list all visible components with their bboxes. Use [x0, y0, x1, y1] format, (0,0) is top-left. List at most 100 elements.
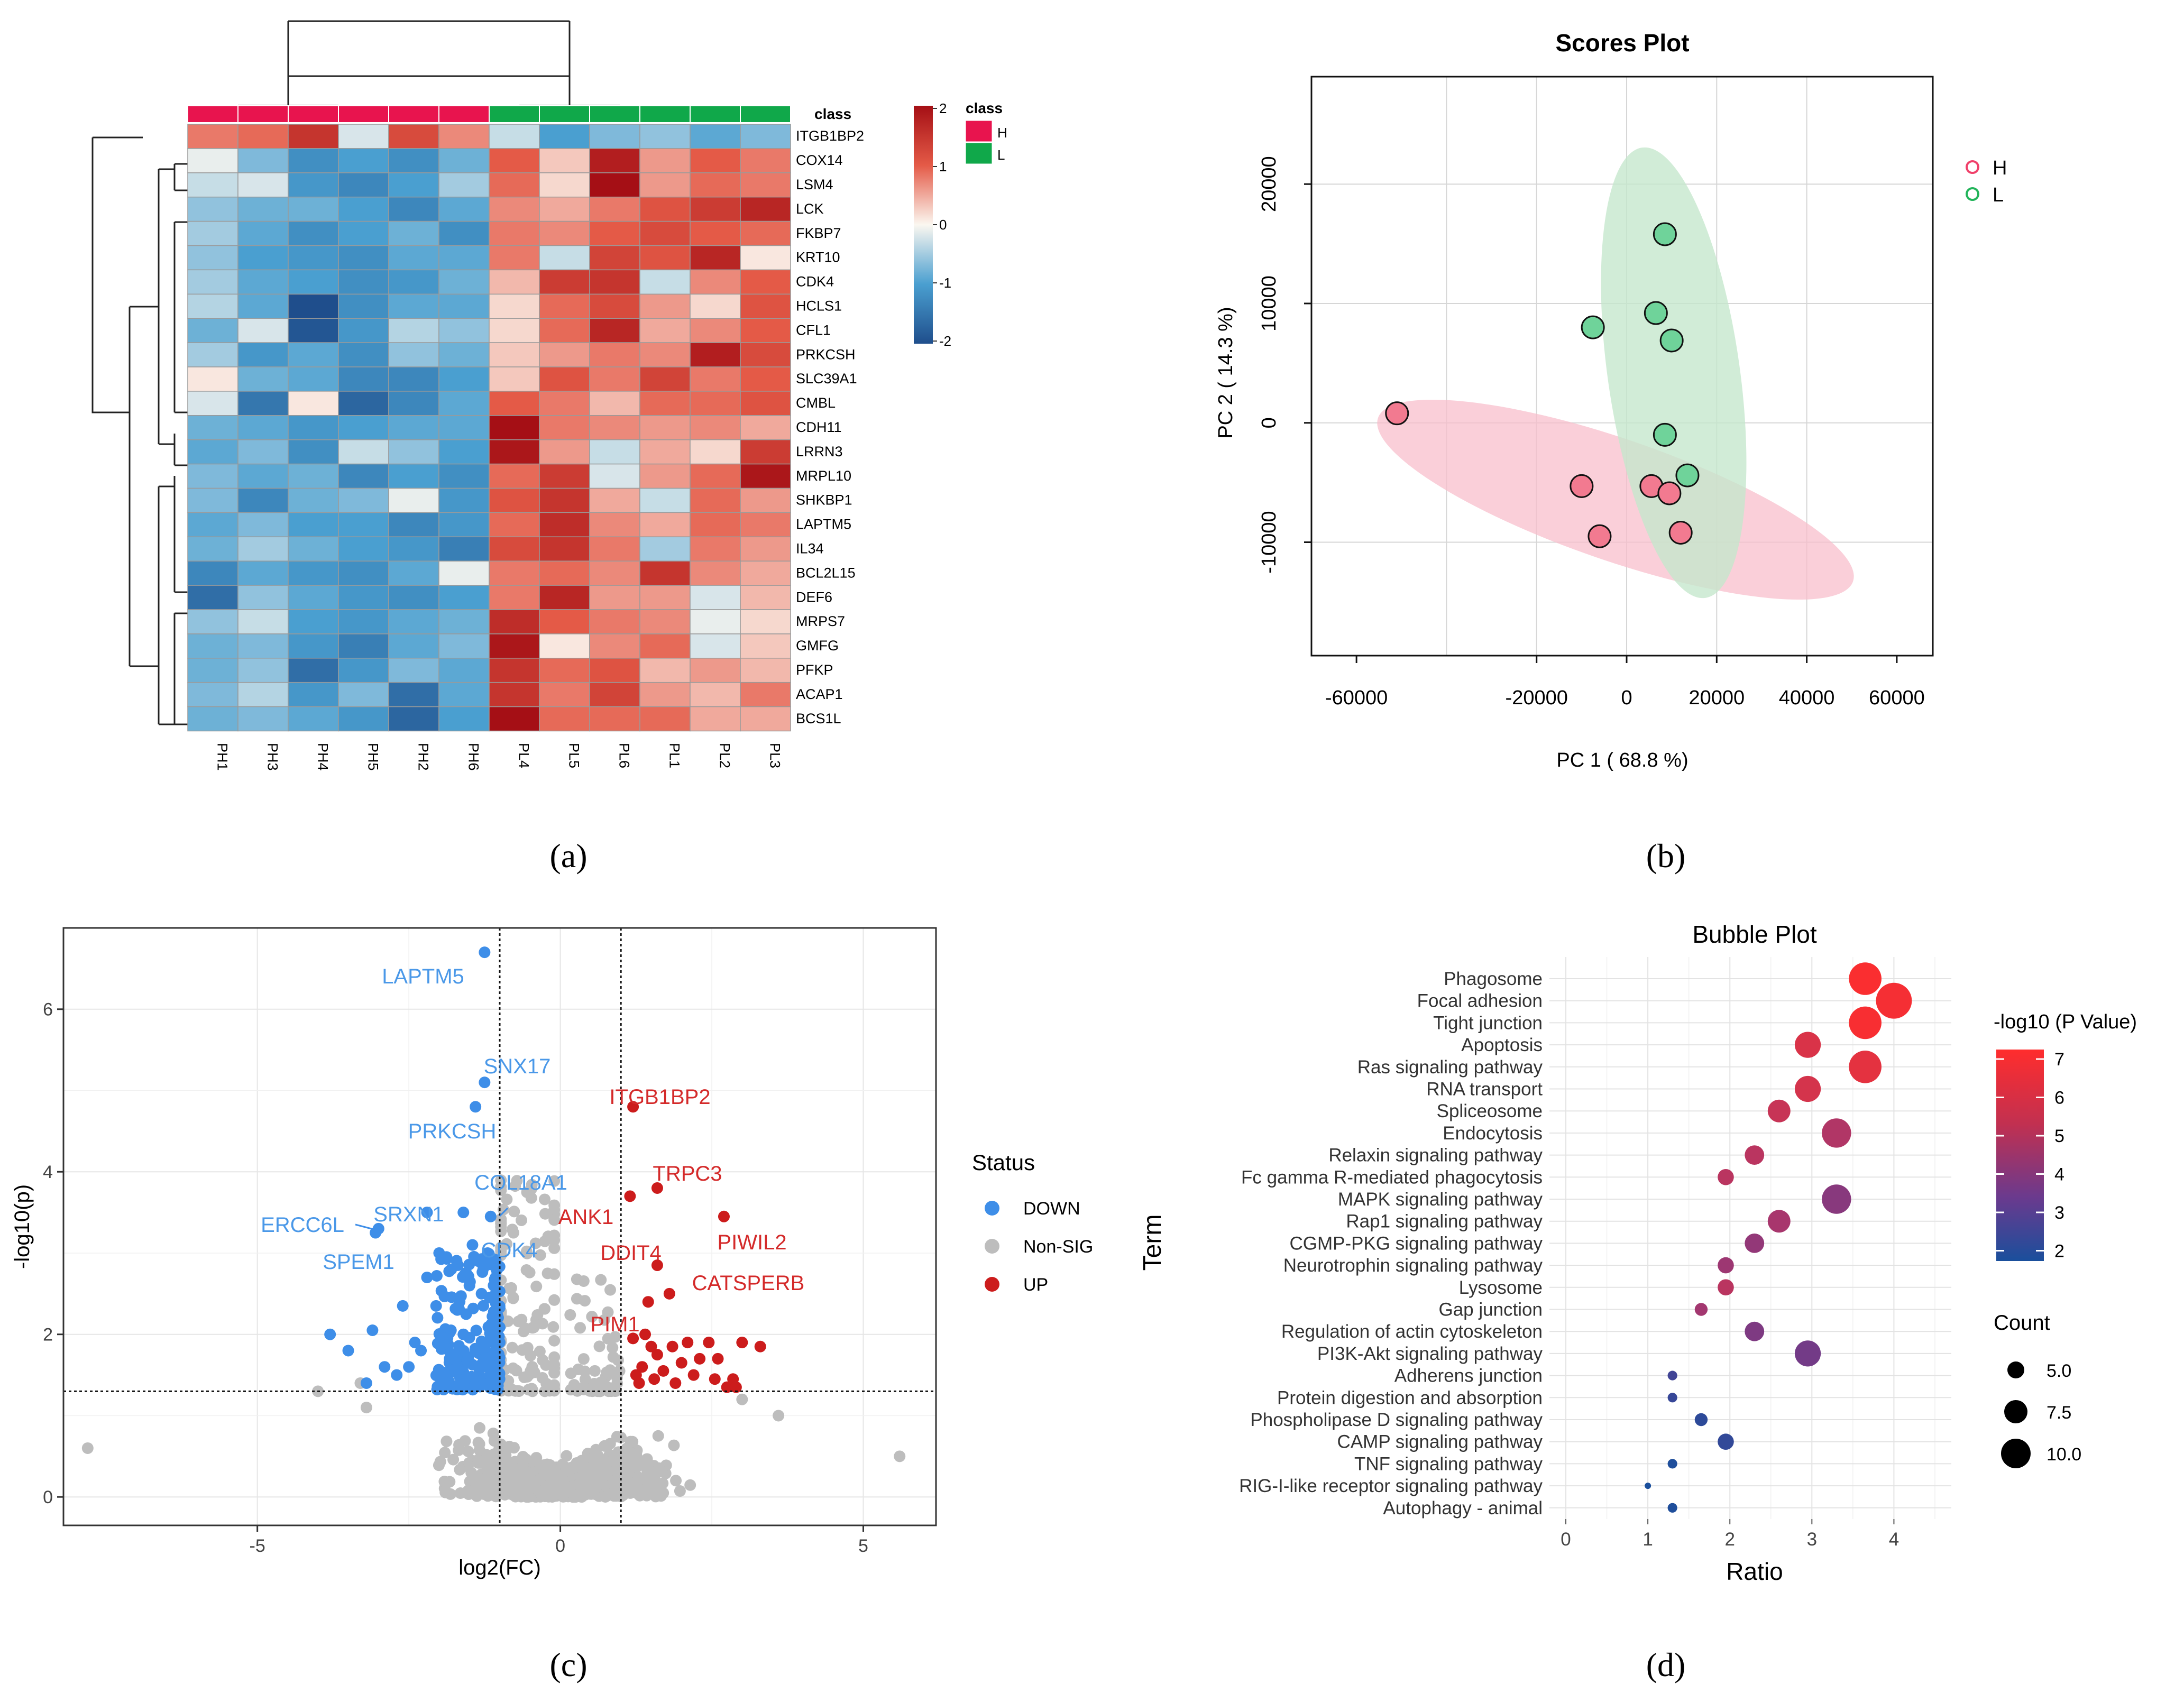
heatmap-cell — [288, 293, 339, 319]
heatmap-cell — [388, 148, 439, 173]
bubble-point — [1849, 1051, 1882, 1083]
volcano-point — [548, 1268, 561, 1280]
heatmap-panel: ITGB1BP2 COX14 LSM4 LCK FKBP7 KRT10 CDK4 HCLS1 C… — [91, 20, 1007, 771]
volcano-point — [609, 1331, 621, 1343]
volcano-point — [576, 1463, 589, 1475]
heatmap-cell — [438, 633, 490, 659]
heatmap-cell — [388, 124, 439, 149]
heatmap-cell — [187, 536, 238, 562]
class-legend-swatch-h — [965, 120, 993, 142]
heatmap-cell — [438, 366, 490, 392]
heatmap-row-label: LSM4 — [796, 177, 833, 192]
heatmap-cell — [489, 609, 540, 634]
heatmap-cell — [589, 439, 640, 465]
heatmap-cell — [740, 124, 791, 149]
volcano-point — [538, 1303, 550, 1315]
bubble-xtick-label: 2 — [1724, 1529, 1735, 1550]
volcano-point — [627, 1101, 639, 1113]
heatmap-cell — [338, 172, 389, 198]
heatmap-cell — [438, 124, 490, 149]
heatmap-cell — [539, 415, 590, 440]
heatmap-cell — [589, 391, 640, 416]
volcano-point — [526, 1361, 538, 1373]
bubble-xlabel: Ratio — [1726, 1558, 1783, 1585]
volcano-point — [509, 1466, 521, 1478]
heatmap-cell — [539, 148, 590, 173]
bubble-point — [1645, 1483, 1651, 1489]
volcano-point — [441, 1436, 453, 1448]
volcano-point — [684, 1479, 696, 1491]
bubble-color-legend: -log10 (P Value) 7 6 5 4 3 2 — [1994, 1011, 2137, 1262]
heatmap-cell — [589, 560, 640, 586]
volcano-point — [430, 1300, 442, 1312]
bubble-term-label: Relaxin signaling pathway — [1328, 1145, 1543, 1166]
bubble-size-legend: Count 5.0 7.5 10.0 — [1994, 1311, 2081, 1468]
volcano-point — [463, 1280, 475, 1292]
heatmap-cell — [288, 196, 339, 222]
volcano-point — [773, 1410, 785, 1422]
volcano-point — [613, 1452, 625, 1465]
volcano-point — [360, 1377, 372, 1389]
heatmap-cell — [639, 196, 691, 222]
bubble-term-label: Tight junction — [1433, 1013, 1543, 1033]
heatmap-cell — [489, 172, 540, 198]
bubble-point — [1767, 1210, 1791, 1233]
heatmap-cell — [489, 560, 540, 586]
bubble-term-label: Phospholipase D signaling pathway — [1250, 1410, 1543, 1430]
heatmap-row-label: IL34 — [796, 541, 824, 557]
heatmap-cell — [338, 196, 389, 222]
heatmap-cell — [438, 196, 490, 222]
heatmap-cell — [338, 633, 389, 659]
heatmap-cell — [489, 536, 540, 562]
bubble-point — [1745, 1321, 1765, 1341]
volcano-point — [492, 1374, 504, 1386]
volcano-point — [490, 1297, 502, 1309]
volcano-point — [674, 1485, 686, 1497]
heatmap-cell — [690, 560, 741, 586]
bubble-term-label: Apoptosis — [1461, 1035, 1543, 1055]
heatmap-cell — [388, 585, 439, 610]
volcano-point — [360, 1402, 372, 1414]
bubble-point — [1667, 1503, 1677, 1513]
heatmap-cell — [539, 706, 590, 732]
heatmap-legend-tick: -1 — [939, 275, 951, 291]
heatmap-col-label: PH3 — [265, 743, 281, 771]
heatmap-cell — [639, 220, 691, 246]
volcano-point — [471, 1484, 483, 1496]
heatmap-col-label: PH4 — [315, 743, 331, 771]
heatmap-cell — [288, 682, 339, 707]
class-legend-title: class — [966, 100, 1003, 116]
heatmap-row-label: COX14 — [796, 152, 843, 168]
heatmap-cell — [539, 463, 590, 489]
legend-marker-nonsig — [985, 1239, 999, 1254]
volcano-gene-label: PIWIL2 — [717, 1231, 786, 1254]
volcano-gene-label: TRPC3 — [653, 1162, 722, 1185]
bubble-point — [1694, 1413, 1708, 1427]
heatmap-cell — [288, 148, 339, 173]
volcano-panel: LAPTM5 SNX17 PRKCSH COL18A1 SRXN1 ERCC6L SPEM1… — [11, 927, 1093, 1579]
heatmap-row-label: HCLS1 — [796, 298, 842, 314]
bubble-term-label: Focal adhesion — [1417, 991, 1543, 1011]
heatmap-cell — [237, 415, 289, 440]
heatmap-cell — [639, 318, 691, 343]
volcano-point — [548, 1335, 561, 1347]
heatmap-cell — [639, 245, 691, 271]
volcano-point — [488, 1448, 500, 1460]
heatmap-cell — [639, 391, 691, 416]
heatmap-cell — [388, 609, 439, 634]
bubble-point — [1745, 1145, 1765, 1165]
heatmap-cell — [589, 512, 640, 538]
class-bar-cell — [237, 105, 289, 123]
heatmap-cell — [288, 560, 339, 586]
volcano-point — [430, 1369, 442, 1382]
volcano-point — [663, 1287, 675, 1300]
volcano-point — [524, 1479, 536, 1492]
volcano-point — [703, 1337, 715, 1349]
bubble-ticks: 0 1 2 3 4 — [1561, 1519, 1899, 1550]
heatmap-cell — [288, 609, 339, 634]
heatmap-cell — [639, 124, 691, 149]
bubble-term-label: Fc gamma R-mediated phagocytosis — [1241, 1167, 1543, 1188]
heatmap-cell — [589, 633, 640, 659]
heatmap-cell — [438, 609, 490, 634]
class-bar-cell — [639, 105, 691, 123]
